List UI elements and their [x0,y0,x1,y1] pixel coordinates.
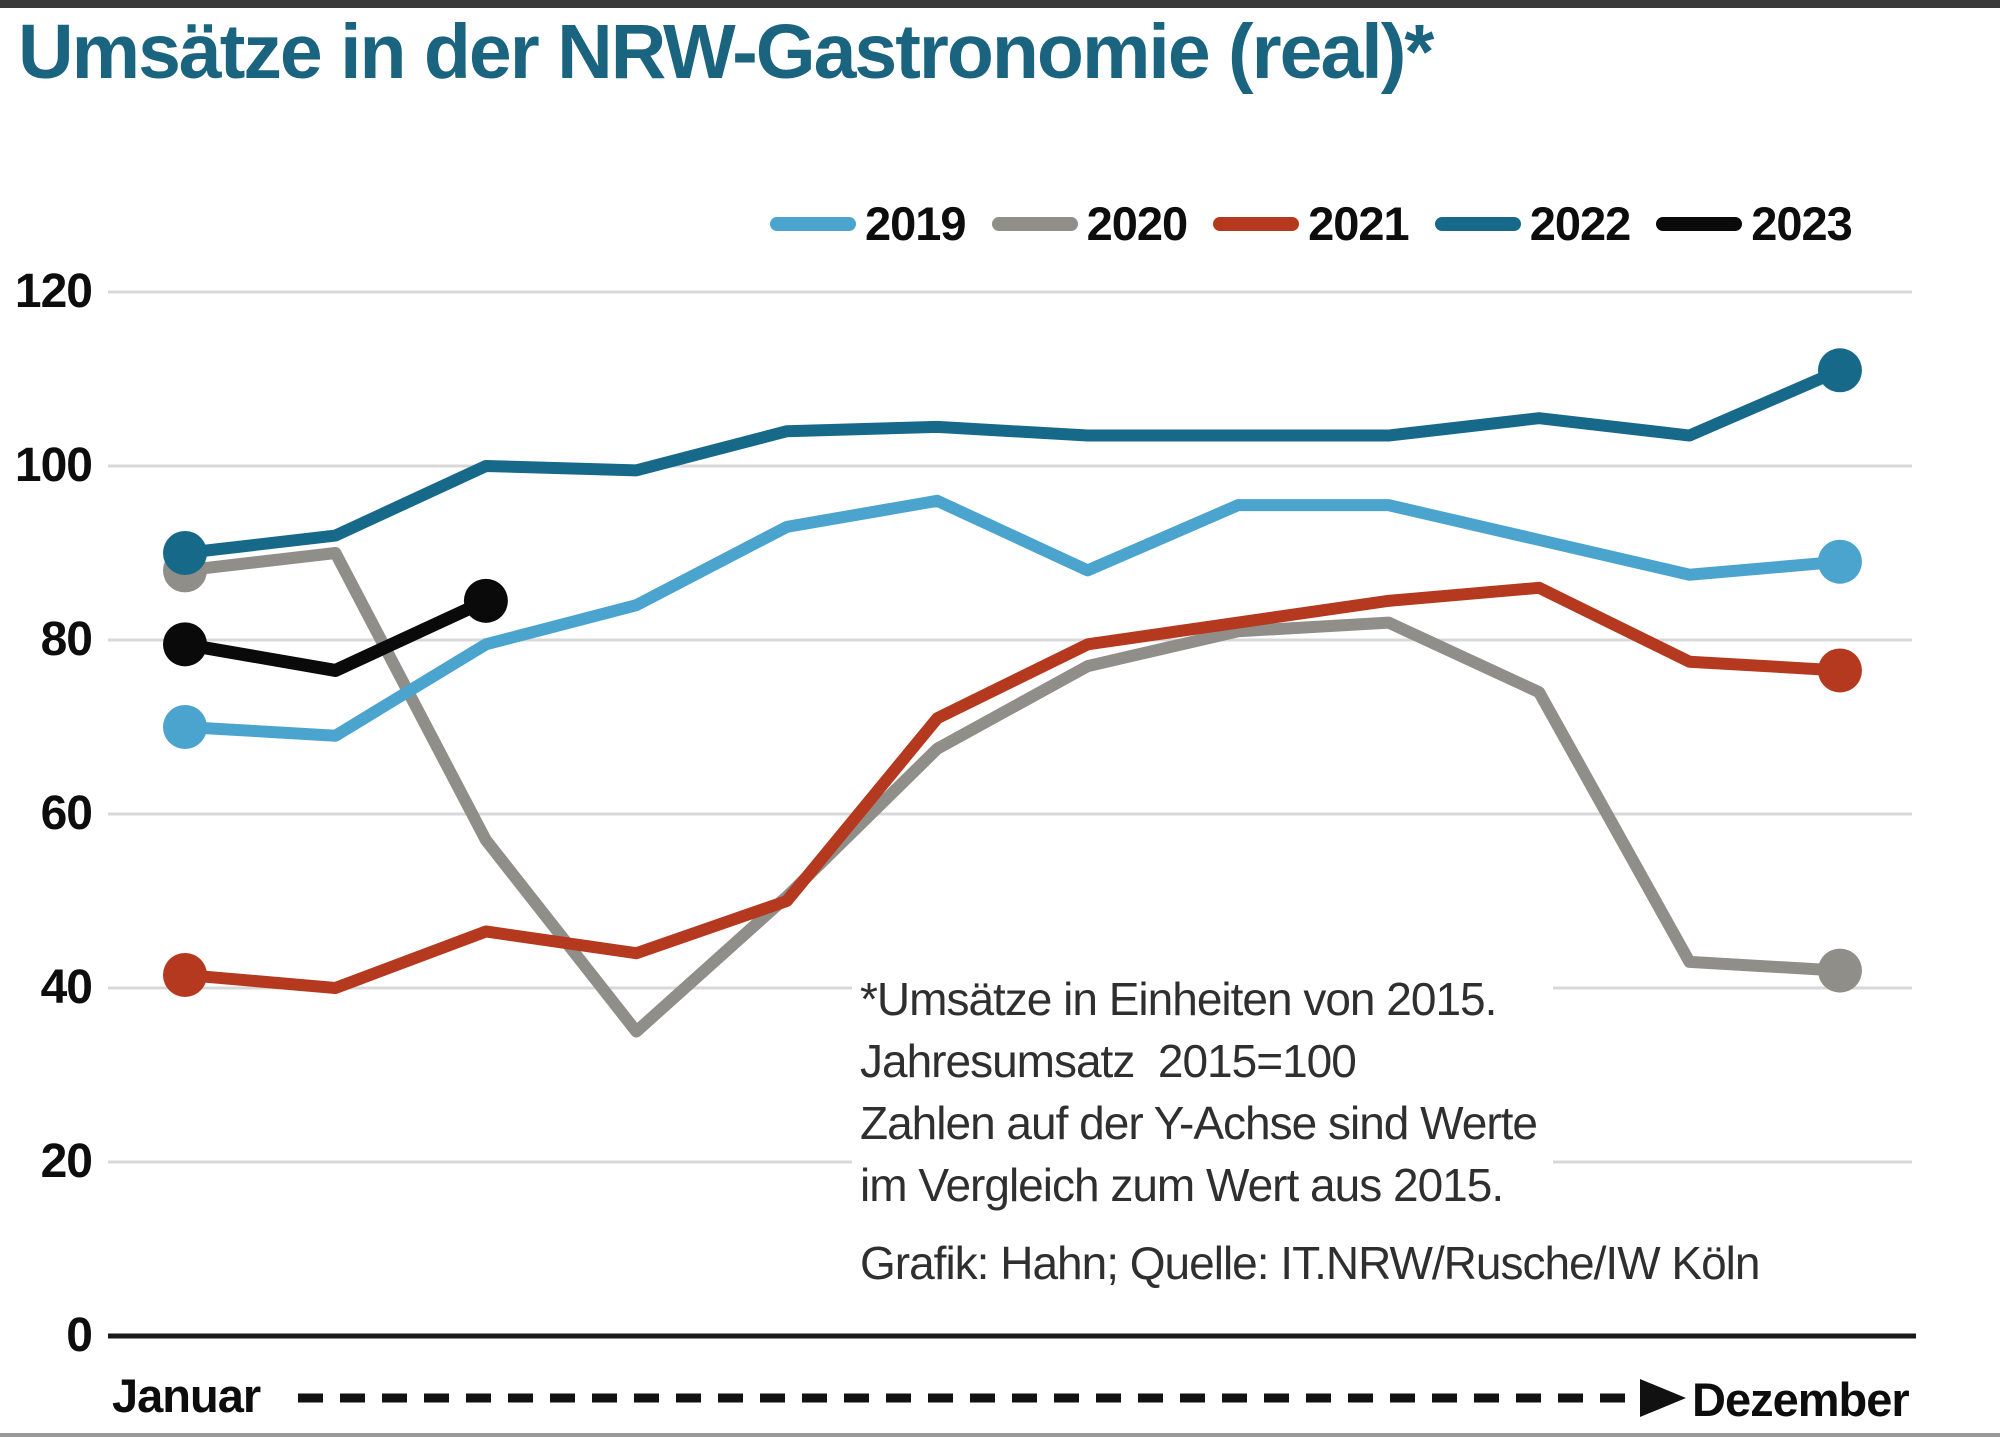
series-2019 [163,494,1862,749]
legend: 2019 2020 2021 2022 2023 [770,196,1853,251]
series-marker-2021-end [1817,648,1862,693]
y-tick-label-60: 60 [40,787,93,840]
legend-item-2023: 2023 [1656,196,1853,251]
y-tick-label-100: 100 [14,439,93,492]
month-arrow-head [1640,1379,1686,1417]
footnote-line-2: Jahresumsatz 2015=100 [852,1030,1554,1092]
series-marker-2021-start [163,952,207,997]
series-2021 [163,581,1862,997]
footnote-lines: *Umsätze in Einheiten von 2015. Jahresums… [852,968,1554,1216]
x-axis-end-label: Dezember [1692,1373,1910,1426]
legend-swatch-2020 [991,216,1078,231]
month-arrow [298,1379,1686,1417]
footnote-line-3: Zahlen auf der Y-Achse sind Werte [852,1092,1554,1154]
legend-label-2019: 2019 [865,197,967,250]
bottom-border [0,1433,2000,1437]
series-marker-2023-end [463,578,508,623]
legend-label-2020: 2020 [1086,197,1189,250]
series-marker-2019-start [163,705,207,749]
legend-swatch-2019 [770,216,856,231]
legend-label-2021: 2021 [1308,197,1410,250]
series-marker-2023-start [163,622,207,667]
chart-title: Umsätze in der NRW-Gastronomie (real)* [18,9,1434,95]
series-2022 [163,348,1862,575]
series-marker-2019-end [1817,539,1862,584]
y-tick-label-120: 120 [14,265,93,318]
legend-swatch-2022 [1434,216,1521,231]
series-marker-2022-start [163,531,207,575]
series-line-2021 [179,581,1846,994]
series-line-2019 [179,494,1846,742]
legend-item-2021: 2021 [1213,196,1410,251]
series-marker-2022-end [1817,348,1862,393]
footnote-line-4: im Vergleich zum Wert aus 2015. [852,1154,1554,1216]
series-line-2023 [178,594,493,677]
series-line-2020 [179,547,1846,1038]
footnote-line-1: *Umsätze in Einheiten von 2015. [852,968,1554,1030]
legend-item-2019: 2019 [770,196,967,251]
top-border [0,0,2000,8]
series-marker-2020-end [1817,948,1862,993]
legend-label-2022: 2022 [1529,197,1632,250]
legend-swatch-2023 [1656,216,1743,231]
x-axis-start-label: Januar [112,1369,261,1422]
legend-item-2022: 2022 [1434,196,1632,251]
y-tick-label-0: 0 [66,1309,93,1362]
y-tick-label-20: 20 [40,1135,93,1188]
legend-swatch-2021 [1213,216,1300,231]
footnote-block: *Umsätze in Einheiten von 2015. Jahresums… [852,968,1776,1294]
legend-item-2020: 2020 [991,196,1189,251]
gridlines [108,290,1916,1339]
y-tick-label-80: 80 [40,613,93,666]
source-credit: Grafik: Hahn; Quelle: IT.NRW/Rusche/IW K… [852,1232,1776,1294]
series-2023 [163,578,508,677]
y-tick-label-40: 40 [40,961,93,1014]
legend-label-2023: 2023 [1751,197,1853,250]
series-line-2022 [179,364,1846,559]
